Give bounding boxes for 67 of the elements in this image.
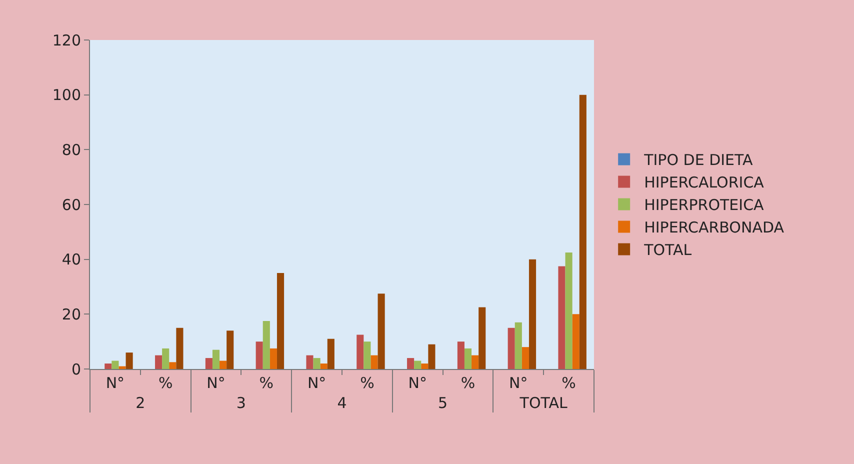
bar — [169, 362, 176, 369]
y-tick-label: 80 — [62, 140, 81, 159]
bar — [364, 342, 371, 369]
y-tick-label: 100 — [52, 86, 81, 104]
bar — [407, 358, 414, 369]
bar — [276, 273, 284, 369]
bar — [270, 348, 277, 369]
y-tick-label: 20 — [62, 305, 81, 324]
y-tick-label: 120 — [52, 31, 81, 50]
bar — [155, 355, 162, 369]
x-tick-label: N° — [106, 374, 125, 392]
y-tick-label: 40 — [62, 250, 81, 269]
bar — [522, 347, 529, 369]
bar — [472, 355, 479, 369]
bar — [306, 355, 314, 369]
bar — [256, 342, 263, 369]
bar — [205, 358, 212, 369]
legend-label: HIPERCALORICA — [644, 174, 765, 192]
bar — [428, 344, 436, 369]
text: 5 — [438, 394, 448, 412]
x-tick-label: N° — [206, 374, 226, 392]
x-tick-label: N° — [307, 374, 326, 392]
x-tick-label: % — [360, 374, 374, 392]
bar — [421, 364, 428, 369]
bar — [464, 348, 472, 369]
text: 2 — [136, 394, 146, 412]
text: 4 — [337, 394, 347, 412]
bar — [104, 364, 112, 369]
y-tick-label: 0 — [71, 360, 81, 378]
bar — [220, 360, 227, 369]
bar — [262, 321, 270, 369]
bar — [327, 338, 334, 369]
bar — [118, 366, 126, 369]
text: TOTAL — [518, 394, 568, 412]
legend-label: TOTAL — [643, 241, 692, 260]
bar — [508, 328, 515, 369]
legend-label: HIPERCARBONADA — [644, 218, 785, 237]
bar — [414, 360, 422, 369]
bar — [572, 314, 580, 369]
bar — [162, 348, 170, 369]
text: 3 — [236, 394, 246, 412]
x-tick-label: % — [259, 374, 274, 392]
legend-label: TIPO DE DIETA — [643, 151, 754, 170]
x-tick-label: % — [562, 374, 576, 392]
bar — [112, 360, 119, 369]
bar — [226, 330, 234, 369]
bar — [457, 342, 464, 369]
x-tick-label: N° — [509, 374, 528, 392]
bar — [579, 94, 586, 369]
bar — [356, 334, 364, 369]
bar — [378, 294, 385, 369]
x-tick-label: % — [158, 374, 173, 392]
x-tick-label: N° — [408, 374, 427, 392]
bar — [313, 358, 320, 369]
bar — [212, 350, 220, 369]
bar — [126, 352, 133, 369]
legend-label: HIPERPROTEICA — [644, 196, 765, 214]
bar — [514, 322, 522, 369]
bar — [558, 266, 566, 369]
x-tick-label: % — [460, 374, 476, 392]
bar — [528, 259, 536, 369]
y-tick-label: 60 — [62, 196, 81, 214]
bar — [565, 252, 572, 369]
bar — [176, 328, 184, 369]
bar — [370, 355, 378, 369]
bar — [320, 364, 328, 369]
bar — [478, 307, 486, 369]
